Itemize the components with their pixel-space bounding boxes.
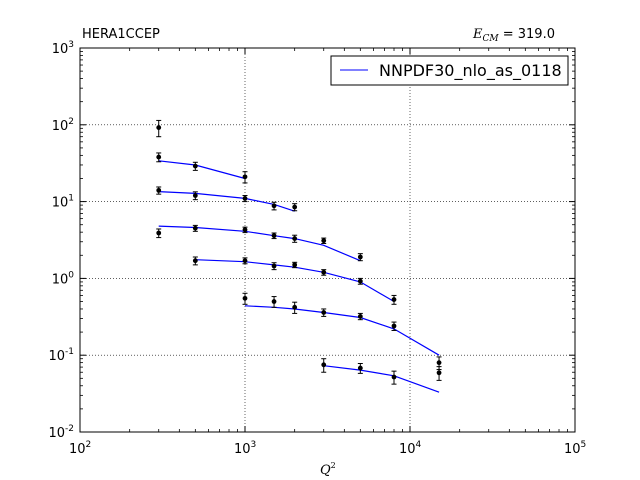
data-point [192, 163, 198, 169]
data-point [292, 304, 298, 310]
data-point [391, 323, 397, 329]
grid [80, 48, 575, 432]
data-point [436, 370, 442, 376]
x-tick-label: 102 [69, 440, 91, 457]
legend: NNPDF30_nlo_as_0118 [330, 55, 569, 86]
data-point [192, 193, 198, 198]
title-right-symbol: E [472, 27, 483, 42]
data-point [391, 297, 397, 302]
data-point [357, 365, 363, 371]
data-point [292, 204, 298, 210]
ticks: 102 103 104 105 10-2 10-1 100 101 102 103 [48, 40, 586, 457]
data-point [292, 236, 298, 241]
data-point [271, 299, 277, 304]
legend-box [330, 55, 569, 86]
data-point [156, 125, 162, 130]
plot-background [80, 48, 575, 432]
y-tick-label: 103 [52, 40, 74, 57]
plot-frame [79, 47, 576, 433]
data-point [436, 360, 442, 366]
data-point [357, 278, 363, 284]
data-point [271, 233, 277, 239]
data-point [321, 362, 327, 368]
data-point [271, 263, 277, 269]
y-tick-label: 10-1 [48, 347, 74, 364]
data-point [242, 295, 248, 301]
data-point [292, 262, 298, 268]
title-right-value: = 319.0 [499, 27, 555, 42]
data-point [242, 196, 248, 201]
data-point [242, 227, 248, 233]
chart-title-left: HERA1CCEP [82, 27, 160, 42]
y-tick-label: 101 [52, 194, 74, 211]
data-point [242, 258, 248, 264]
x-axis-label: Q2 [320, 461, 336, 478]
title-right-subscript: CM [483, 34, 500, 44]
chart-title-right: ECM = 319.0 [472, 27, 555, 44]
y-tick-label: 10-2 [48, 424, 74, 441]
y-tick-label: 100 [52, 270, 75, 287]
x-tick-label: 105 [564, 440, 586, 457]
data-point [321, 310, 327, 315]
data-point [192, 225, 198, 231]
data-point [271, 203, 277, 209]
y-tick-label: 102 [52, 117, 74, 134]
data-point [192, 258, 198, 264]
data-point [156, 230, 162, 236]
x-axis-label-superscript: 2 [331, 461, 336, 470]
data-point [156, 187, 162, 193]
data-point [321, 238, 327, 244]
x-axis-label-symbol: Q [320, 463, 331, 478]
data-point [242, 174, 248, 180]
data-point [357, 314, 363, 319]
data-point [321, 269, 327, 275]
data-point [357, 254, 363, 260]
legend-label: NNPDF30_nlo_as_0118 [379, 61, 562, 81]
x-tick-label: 103 [234, 440, 256, 457]
data-points [156, 119, 442, 385]
data-point [156, 154, 162, 160]
x-tick-label: 104 [399, 440, 422, 457]
series-line [323, 365, 440, 393]
data-point [391, 374, 397, 380]
